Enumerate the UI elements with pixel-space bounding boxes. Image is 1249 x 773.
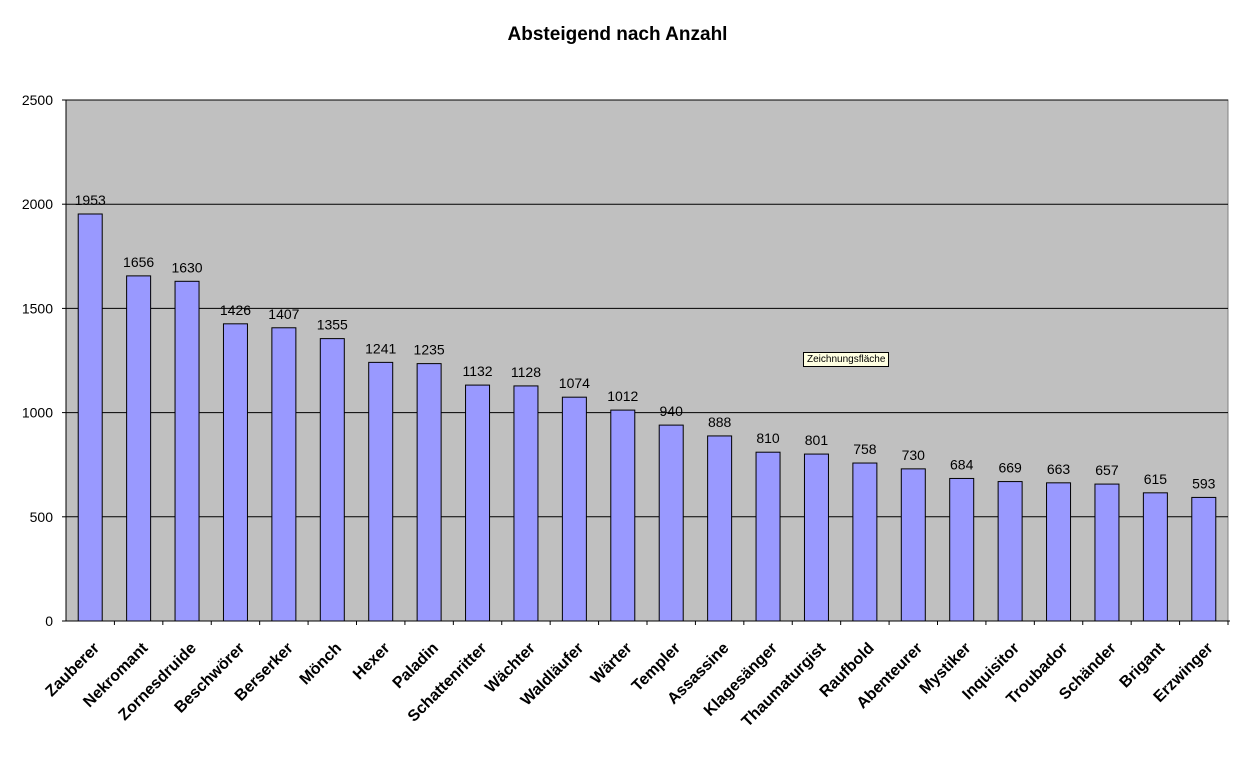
bar[interactable] bbox=[174, 280, 200, 622]
bar[interactable] bbox=[77, 213, 103, 622]
x-tick-label: Mönch bbox=[297, 640, 345, 688]
data-label: 1630 bbox=[171, 259, 202, 275]
bar[interactable] bbox=[900, 468, 926, 622]
bars bbox=[77, 213, 1217, 622]
data-label: 1407 bbox=[268, 306, 299, 322]
x-axis: ZaubererNekromantZornesdruideBeschwörerB… bbox=[43, 620, 1230, 730]
data-label: 593 bbox=[1192, 475, 1216, 491]
y-tick-label: 1000 bbox=[22, 405, 53, 421]
data-label: 1656 bbox=[123, 254, 154, 270]
x-tick-label: Thaumaturgist bbox=[739, 639, 830, 730]
grid-lines bbox=[66, 99, 1228, 518]
data-label: 615 bbox=[1144, 471, 1168, 487]
y-tick-label: 0 bbox=[45, 613, 53, 629]
data-label: 730 bbox=[902, 447, 926, 463]
y-tick-label: 500 bbox=[30, 509, 54, 525]
bar[interactable] bbox=[416, 363, 442, 622]
bar[interactable] bbox=[513, 385, 539, 622]
x-tick-label: Wärter bbox=[588, 640, 636, 688]
data-label: 684 bbox=[950, 456, 974, 472]
data-label: 1074 bbox=[559, 375, 590, 391]
data-label: 888 bbox=[708, 414, 732, 430]
data-label: 657 bbox=[1095, 462, 1119, 478]
data-label: 669 bbox=[998, 460, 1022, 476]
data-labels: 1953 1656 1630 1426 1407 1355 1241 1235 1132 1128… bbox=[75, 192, 1216, 491]
y-tick-label: 2000 bbox=[22, 196, 53, 212]
bar[interactable] bbox=[1046, 482, 1072, 622]
bar[interactable] bbox=[852, 462, 878, 622]
bar[interactable] bbox=[368, 361, 394, 622]
x-tick-label: Hexer bbox=[350, 640, 393, 683]
bar[interactable] bbox=[997, 481, 1023, 622]
data-label: 940 bbox=[660, 403, 684, 419]
data-label: 1953 bbox=[75, 192, 106, 208]
bar[interactable] bbox=[803, 453, 829, 622]
bar[interactable] bbox=[707, 435, 733, 622]
bar[interactable] bbox=[319, 338, 345, 622]
y-tick-label: 1500 bbox=[22, 300, 53, 316]
data-label: 1426 bbox=[220, 302, 251, 318]
bar[interactable] bbox=[755, 451, 781, 622]
bar[interactable] bbox=[1191, 496, 1217, 622]
bar[interactable] bbox=[561, 396, 587, 622]
data-label: 1012 bbox=[607, 388, 638, 404]
bar[interactable] bbox=[126, 275, 152, 622]
data-label: 810 bbox=[756, 430, 780, 446]
y-tick-label: 2500 bbox=[22, 92, 53, 108]
bar[interactable] bbox=[610, 409, 636, 622]
bar[interactable] bbox=[1142, 492, 1168, 622]
data-label: 1355 bbox=[317, 317, 348, 333]
bar[interactable] bbox=[271, 327, 297, 622]
y-axis: 0 500 1000 1500 2000 2500 bbox=[22, 92, 67, 629]
bar[interactable] bbox=[949, 477, 975, 622]
bar[interactable] bbox=[658, 424, 684, 622]
data-label: 801 bbox=[805, 432, 829, 448]
chart-title: Absteigend nach Anzahl bbox=[507, 24, 728, 45]
plot-area-tooltip: Zeichnungsfläche bbox=[803, 352, 890, 367]
bar[interactable] bbox=[222, 323, 248, 622]
data-label: 663 bbox=[1047, 461, 1071, 477]
bar[interactable] bbox=[465, 384, 491, 622]
data-label: 1132 bbox=[462, 363, 492, 379]
data-label: 1128 bbox=[511, 364, 541, 380]
bar[interactable] bbox=[1094, 483, 1120, 622]
data-label: 758 bbox=[853, 441, 877, 457]
data-label: 1241 bbox=[365, 340, 396, 356]
plot-area[interactable] bbox=[65, 99, 1229, 622]
data-label: 1235 bbox=[414, 342, 445, 358]
